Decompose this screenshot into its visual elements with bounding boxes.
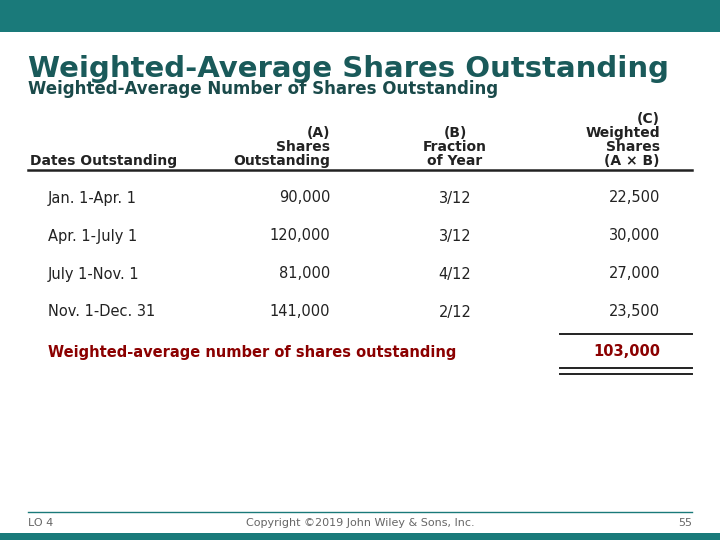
Text: Weighted-Average Shares Outstanding: Weighted-Average Shares Outstanding [28, 55, 669, 83]
Text: (A): (A) [307, 126, 330, 140]
Text: 103,000: 103,000 [593, 345, 660, 360]
Text: (C): (C) [637, 112, 660, 126]
Text: Apr. 1-July 1: Apr. 1-July 1 [48, 228, 138, 244]
Text: Jan. 1-Apr. 1: Jan. 1-Apr. 1 [48, 191, 137, 206]
Text: 81,000: 81,000 [279, 267, 330, 281]
Text: 90,000: 90,000 [279, 191, 330, 206]
Text: Shares: Shares [606, 140, 660, 154]
Text: July 1-Nov. 1: July 1-Nov. 1 [48, 267, 140, 281]
Text: LO 4: LO 4 [28, 518, 53, 528]
Text: 23,500: 23,500 [609, 305, 660, 320]
Text: 3/12: 3/12 [438, 191, 472, 206]
Text: Weighted-average number of shares outstanding: Weighted-average number of shares outsta… [48, 345, 456, 360]
Text: Weighted-Average Number of Shares Outstanding: Weighted-Average Number of Shares Outsta… [28, 80, 498, 98]
Text: 4/12: 4/12 [438, 267, 472, 281]
Bar [0, 533, 720, 540]
Text: Copyright ©2019 John Wiley & Sons, Inc.: Copyright ©2019 John Wiley & Sons, Inc. [246, 518, 474, 528]
Text: of Year: of Year [428, 154, 482, 168]
Text: Weighted: Weighted [585, 126, 660, 140]
Text: 55: 55 [678, 518, 692, 528]
Text: 27,000: 27,000 [608, 267, 660, 281]
Bar [0, 0, 720, 32]
Text: (A × B): (A × B) [605, 154, 660, 168]
Text: Dates Outstanding: Dates Outstanding [30, 154, 177, 168]
Text: (B): (B) [444, 126, 467, 140]
Text: Nov. 1-Dec. 31: Nov. 1-Dec. 31 [48, 305, 156, 320]
Text: 22,500: 22,500 [608, 191, 660, 206]
Text: 30,000: 30,000 [608, 228, 660, 244]
Text: Shares: Shares [276, 140, 330, 154]
Text: 2/12: 2/12 [438, 305, 472, 320]
Text: Outstanding: Outstanding [233, 154, 330, 168]
Text: Fraction: Fraction [423, 140, 487, 154]
Text: 141,000: 141,000 [269, 305, 330, 320]
Text: 3/12: 3/12 [438, 228, 472, 244]
Text: 120,000: 120,000 [269, 228, 330, 244]
